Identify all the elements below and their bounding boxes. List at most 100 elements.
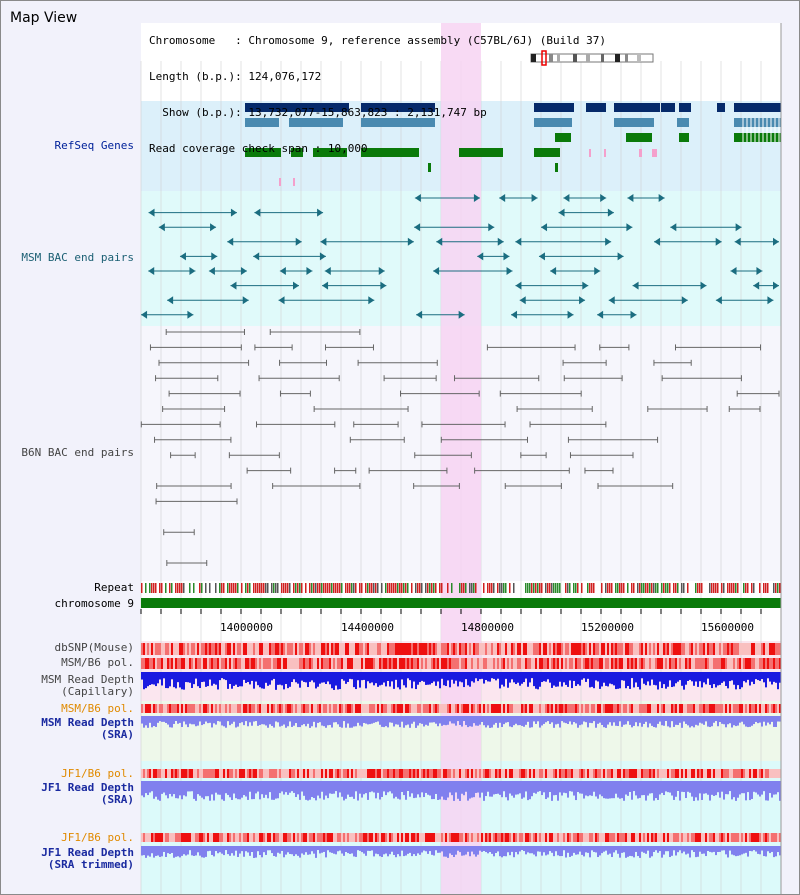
read-depth-bar — [725, 716, 727, 728]
read-depth-bar — [155, 846, 157, 856]
polymorphism-cell — [439, 704, 441, 713]
read-depth-bar — [561, 672, 563, 687]
polymorphism-cell — [671, 704, 673, 713]
read-depth-bar — [667, 781, 669, 793]
read-depth-bar — [593, 716, 595, 722]
polymorphism-cell — [409, 658, 411, 669]
polymorphism-cell — [419, 833, 421, 842]
read-depth-bar — [513, 846, 515, 858]
polymorphism-cell — [447, 769, 449, 778]
polymorphism-cell — [421, 769, 423, 778]
gene-feature — [261, 103, 349, 112]
read-depth-bar — [547, 716, 549, 722]
polymorphism-cell — [779, 643, 781, 655]
polymorphism-cell — [147, 833, 149, 842]
polymorphism-cell — [385, 643, 387, 655]
polymorphism-cell — [345, 833, 347, 842]
read-depth-bar — [605, 846, 607, 851]
read-depth-bar — [531, 672, 533, 679]
polymorphism-cell — [465, 833, 467, 842]
repeat-element — [497, 583, 499, 593]
read-depth-bar — [695, 716, 697, 725]
repeat-element — [421, 583, 423, 593]
read-depth-bar — [529, 846, 531, 854]
polymorphism-cell — [273, 658, 275, 669]
repeat-element — [305, 583, 307, 593]
read-depth-bar — [571, 846, 573, 856]
read-depth-bar — [297, 716, 299, 728]
polymorphism-cell — [471, 658, 473, 669]
bac-end — [735, 223, 742, 232]
polymorphism-cell — [533, 704, 535, 713]
read-depth-bar — [539, 781, 541, 792]
read-depth-bar — [345, 672, 347, 684]
read-depth-bar — [443, 672, 445, 686]
track-label-b6n-bac[interactable]: B6N BAC end pairs — [21, 446, 134, 459]
polymorphism-cell — [563, 658, 565, 669]
polymorphism-cell — [707, 658, 709, 669]
polymorphism-cell — [657, 658, 659, 669]
polymorphism-cell — [549, 643, 551, 655]
read-depth-bar — [499, 716, 501, 723]
read-depth-bar — [513, 672, 515, 683]
polymorphism-cell — [191, 643, 193, 655]
read-depth-bar — [567, 716, 569, 725]
polymorphism-cell — [187, 704, 189, 713]
polymorphism-cell — [547, 833, 549, 842]
polymorphism-cell — [481, 769, 483, 778]
track-label-refseq[interactable]: RefSeq Genes — [54, 139, 134, 152]
polymorphism-cell — [169, 704, 171, 713]
read-depth-bar — [739, 716, 741, 723]
polymorphism-cell — [493, 769, 495, 778]
polymorphism-cell — [399, 769, 401, 778]
bac-end — [767, 296, 774, 305]
read-depth-bar — [725, 846, 727, 855]
bac-end — [515, 281, 522, 290]
repeat-element — [169, 583, 171, 593]
polymorphism-cell — [459, 704, 461, 713]
polymorphism-cell — [495, 704, 497, 713]
read-depth-bar — [403, 846, 405, 857]
polymorphism-cell — [633, 704, 635, 713]
polymorphism-cell — [141, 769, 143, 778]
read-depth-bar — [257, 672, 259, 686]
polymorphism-cell — [353, 833, 355, 842]
polymorphism-cell — [285, 658, 287, 669]
read-depth-bar — [401, 672, 403, 680]
read-depth-bar — [265, 672, 267, 683]
read-depth-bar — [175, 716, 177, 722]
polymorphism-cell — [685, 704, 687, 713]
read-depth-bar — [747, 672, 749, 680]
read-depth-bar — [147, 781, 149, 796]
read-depth-bar — [515, 672, 517, 685]
polymorphism-cell — [609, 833, 611, 842]
polymorphism-cell — [143, 769, 145, 778]
repeat-element — [461, 583, 463, 593]
read-depth-bar — [547, 846, 549, 855]
repeat-element — [373, 583, 375, 593]
polymorphism-cell — [459, 769, 461, 778]
read-depth-bar — [233, 672, 235, 686]
track-label-msm-bac[interactable]: MSM BAC end pairs — [21, 251, 134, 264]
polymorphism-cell — [601, 643, 603, 655]
read-depth-bar — [695, 846, 697, 858]
read-depth-bar — [633, 672, 635, 688]
gene-feature — [734, 118, 781, 127]
read-depth-bar — [183, 781, 185, 796]
polymorphism-cell — [375, 643, 377, 655]
read-depth-bar — [733, 846, 735, 856]
repeat-element — [347, 583, 349, 593]
polymorphism-cell — [161, 658, 163, 669]
read-depth-bar — [359, 716, 361, 726]
polymorphism-cell — [337, 704, 339, 713]
polymorphism-cell — [457, 643, 459, 655]
read-depth-bar — [245, 846, 247, 852]
polymorphism-cell — [569, 658, 571, 669]
read-depth-bar — [469, 672, 471, 687]
polymorphism-cell — [513, 643, 515, 655]
read-depth-bar — [585, 846, 587, 853]
polymorphism-cell — [415, 769, 417, 778]
repeat-element — [649, 583, 651, 593]
polymorphism-cell — [749, 833, 751, 842]
